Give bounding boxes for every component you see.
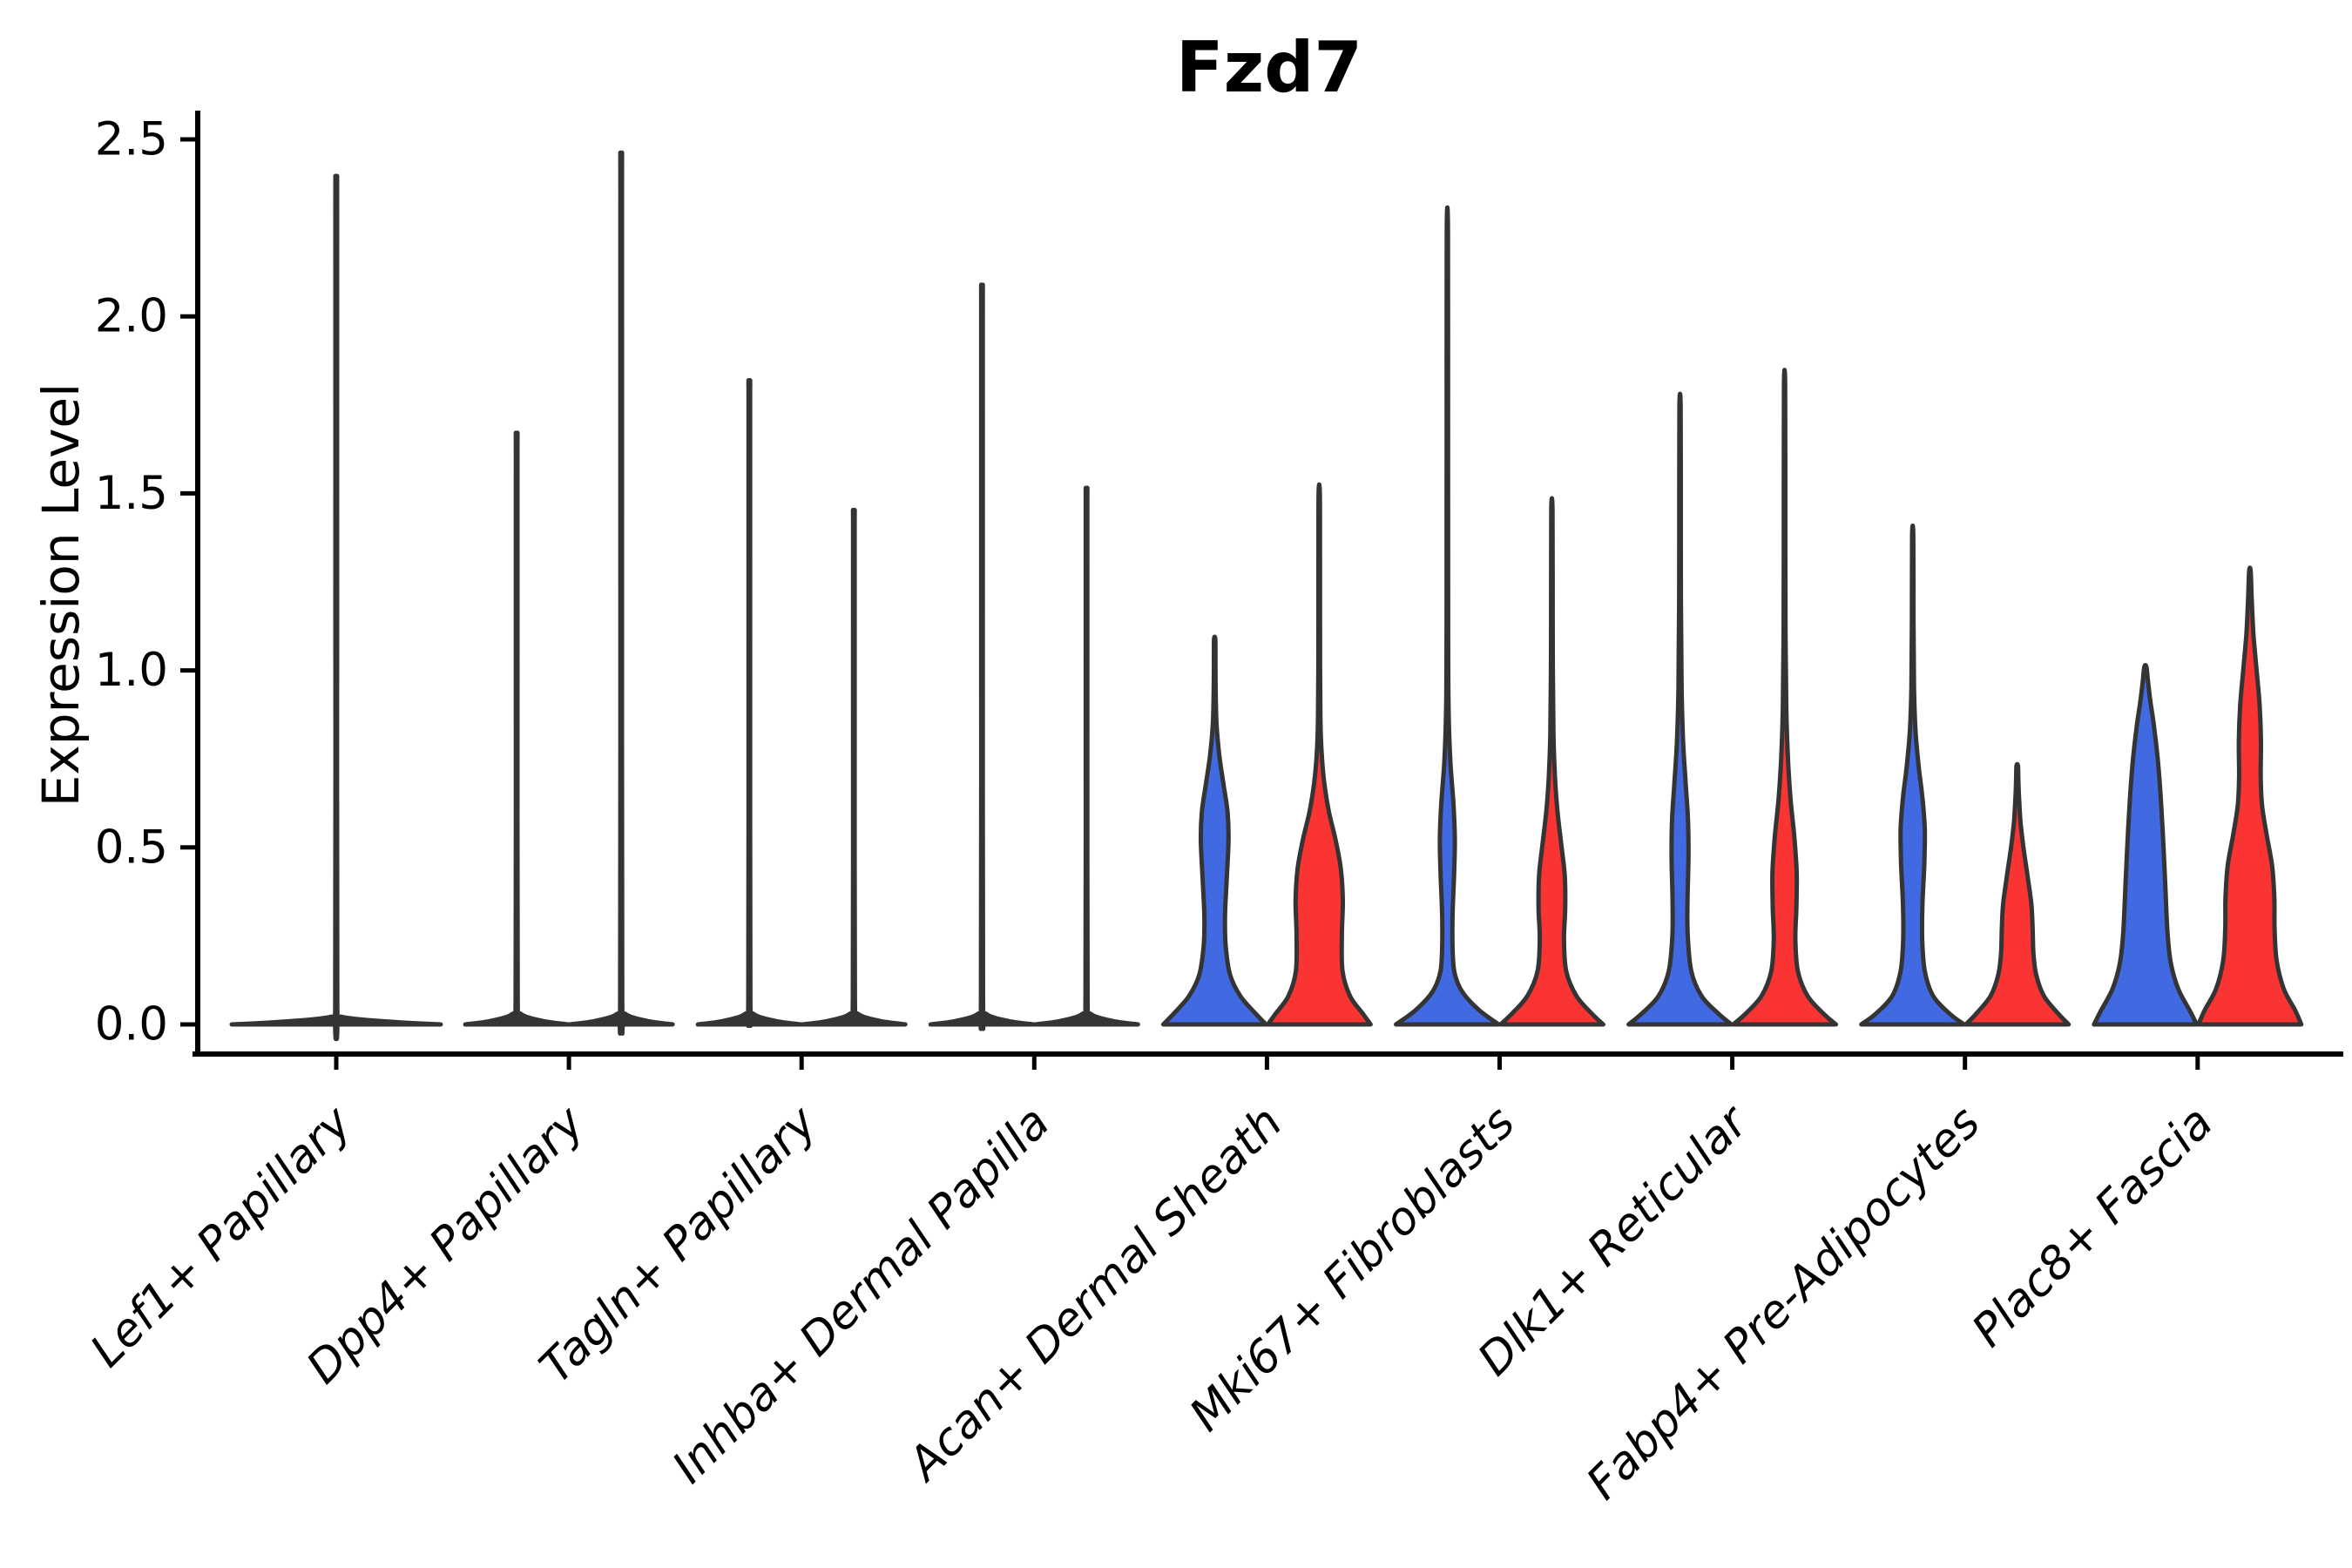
x-category-label: Fabp4+ Pre-Adipocytes [1577,1097,1990,1511]
violin-inhba-dermal-papilla-left [928,282,1036,1031]
violin-acan-dermal-sheath-left [1160,634,1268,1027]
violin-plac8-fascia-left [2092,662,2200,1027]
violin-mki67-fibroblasts-left [1394,206,1501,1027]
chart-title: Fzd7 [1176,27,1362,108]
violin-dlk1-reticular-right [1731,368,1839,1027]
y-axis-label: Expression Level [31,383,91,807]
y-tick-label: 2.5 [95,113,168,166]
violin-lef1-papillary-center [229,173,443,1042]
x-axis-ticks [334,1054,2200,1070]
y-tick-label: 0.5 [95,821,168,874]
violin-acan-dermal-sheath-right [1265,482,1373,1027]
y-axis-ticks: 0.0 0.5 1.0 1.5 2.0 2.5 [95,113,198,1051]
violin-inhba-dermal-papilla-right [1032,485,1140,1027]
y-tick-label: 0.0 [95,998,168,1051]
violins-layer [229,150,2304,1042]
violin-mki67-fibroblasts-right [1498,496,1605,1027]
x-category-label: Plac8+ Fascia [1963,1097,2223,1357]
y-tick-label: 2.0 [95,290,168,343]
violin-tagln-papillary-right [800,507,908,1027]
x-category-label: Inhba+ Dermal Papilla [663,1097,1060,1494]
violin-fabp4-pre-adipocytes-right [1963,761,2072,1027]
violin-fabp4-pre-adipocytes-left [1859,524,1967,1027]
violin-dpp4-papillary-left [463,430,571,1027]
violin-dlk1-reticular-left [1626,391,1734,1027]
violin-dpp4-papillary-right [567,150,675,1036]
y-tick-label: 1.0 [95,644,168,697]
y-tick-label: 1.5 [95,467,168,520]
x-category-label: Acan+ Dermal Sheath [897,1097,1293,1492]
violin-plac8-fascia-right [2196,565,2304,1027]
violin-tagln-papillary-left [695,378,803,1028]
